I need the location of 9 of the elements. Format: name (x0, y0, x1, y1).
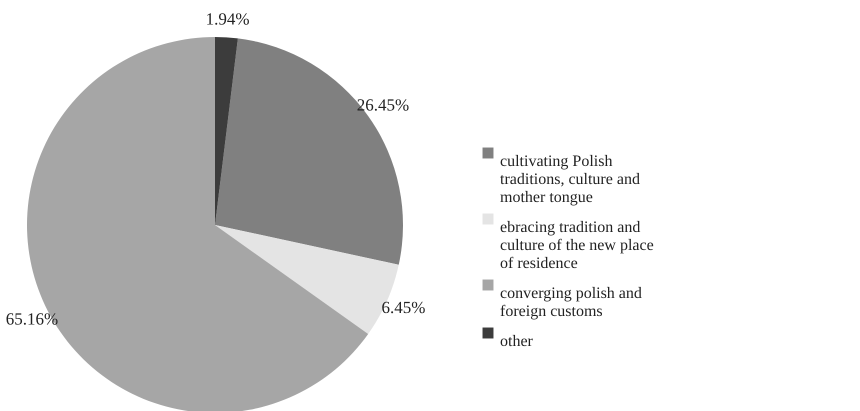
legend-label: cultivating Polish traditions, culture and mother tongue (500, 153, 640, 206)
data-label: 26.45% (356, 96, 410, 115)
data-label: 1.94% (206, 9, 250, 28)
legend-label: converging polish and foreign customs (500, 285, 642, 320)
pie-slice (215, 37, 238, 225)
legend-label: other (500, 333, 534, 350)
data-label: 65.16% (6, 309, 58, 328)
legend-label: ebracing tradition and culture of the new place of residence (500, 219, 654, 272)
data-label: 6.45% (382, 298, 426, 318)
